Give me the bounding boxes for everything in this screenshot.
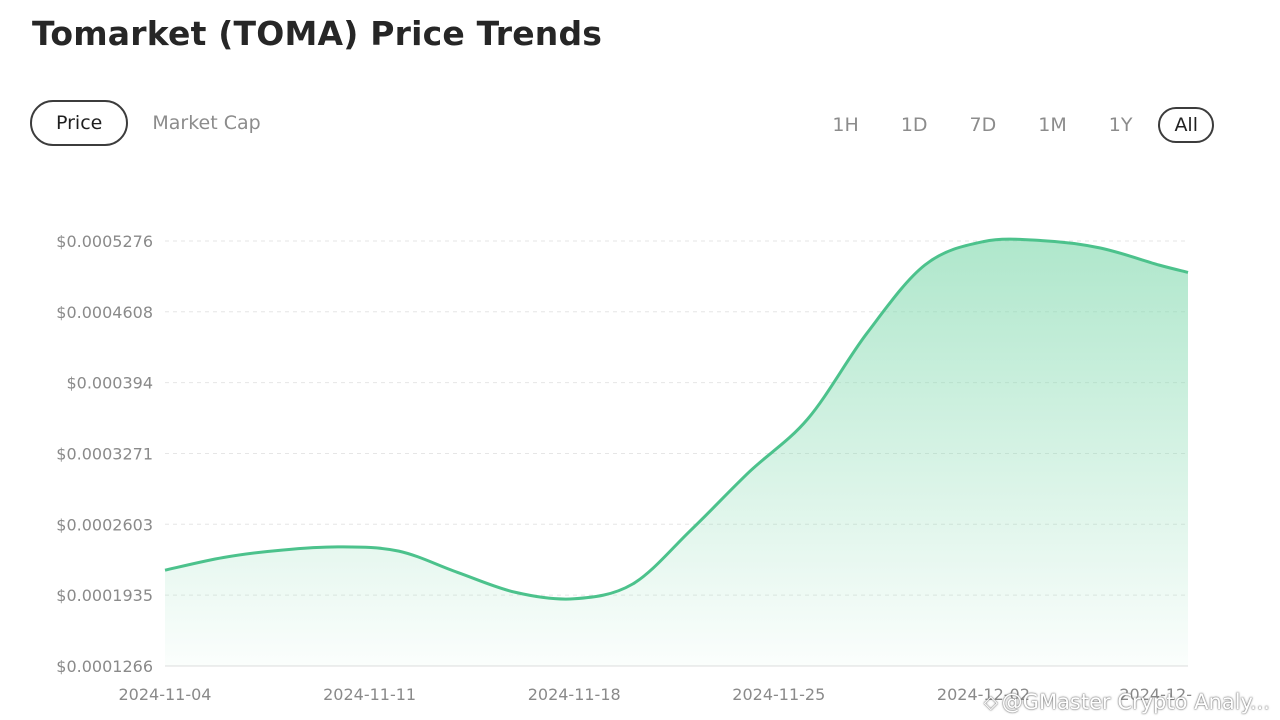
data-point — [396, 548, 402, 554]
data-point — [279, 547, 285, 553]
y-tick-label: $0.0005276 — [56, 232, 153, 251]
metric-tabs: Price Market Cap — [30, 100, 285, 146]
data-point — [1039, 238, 1045, 244]
y-tick-label: $0.0003271 — [56, 445, 153, 464]
data-point — [630, 581, 636, 587]
range-7d[interactable]: 7D — [969, 114, 997, 136]
x-tick-label: 2024-12-02 — [937, 685, 1030, 704]
y-tick-label: $0.0002603 — [56, 515, 153, 534]
data-point — [980, 239, 986, 245]
range-1h[interactable]: 1H — [832, 114, 859, 136]
time-range-tabs: 1H 1D 7D 1M 1Y All — [806, 107, 1214, 143]
y-tick-label: $0.0001266 — [56, 657, 153, 676]
x-tick-label: 2024-12- — [1119, 685, 1192, 704]
y-tick-label: $0.000394 — [66, 374, 153, 393]
data-point — [513, 589, 519, 595]
page-title: Tomarket (TOMA) Price Trends — [32, 14, 603, 53]
data-point — [454, 569, 460, 575]
x-tick-label: 2024-11-18 — [528, 685, 621, 704]
tab-price[interactable]: Price — [30, 100, 129, 146]
data-point — [221, 555, 227, 561]
diamond-icon: ◇ — [983, 691, 998, 713]
range-1m[interactable]: 1M — [1038, 114, 1067, 136]
price-area-fill — [165, 239, 1188, 666]
x-tick-label: 2024-11-25 — [732, 685, 825, 704]
data-point — [571, 596, 577, 602]
data-point — [1097, 245, 1103, 251]
range-all[interactable]: All — [1158, 107, 1214, 143]
watermark-text: @GMaster Crypto Analy... — [1001, 690, 1270, 714]
range-1d[interactable]: 1D — [900, 114, 928, 136]
data-point — [864, 331, 870, 337]
x-tick-label: 2024-11-04 — [119, 685, 212, 704]
data-point — [1185, 269, 1191, 275]
data-point — [688, 527, 694, 533]
axes: $0.0001266 $0.0001935 $0.0002603 $0.0003271… — [56, 232, 1192, 704]
tab-market-cap[interactable]: Market Cap — [152, 112, 261, 134]
data-point — [922, 262, 928, 268]
y-tick-label: $0.0001935 — [56, 586, 153, 605]
data-point — [337, 544, 343, 550]
price-series-line[interactable] — [164, 237, 1189, 601]
x-tick-label: 2024-11-11 — [323, 685, 416, 704]
y-tick-label: $0.0004608 — [56, 303, 153, 322]
data-point — [162, 567, 168, 573]
range-1y[interactable]: 1Y — [1108, 114, 1133, 136]
data-point — [1156, 262, 1162, 268]
watermark: ◇ @GMaster Crypto Analy... — [984, 690, 1270, 714]
data-point — [747, 469, 753, 475]
data-point — [805, 416, 811, 422]
